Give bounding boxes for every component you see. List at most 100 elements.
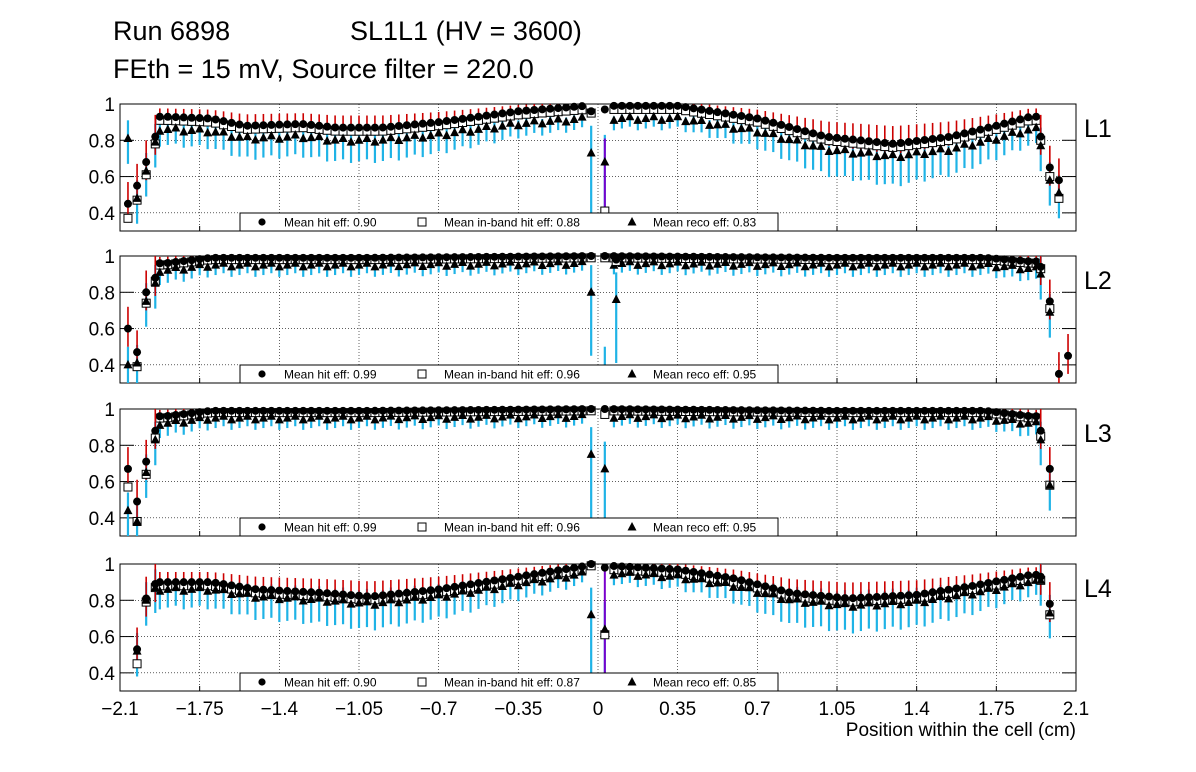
run-label: Run 6898	[113, 16, 231, 46]
y-tick-label: 0.8	[89, 436, 115, 457]
reco-point	[290, 411, 300, 420]
hit-point	[904, 406, 913, 415]
hit-point	[840, 253, 849, 262]
hit-point	[665, 565, 674, 574]
hit-point	[562, 565, 571, 574]
hit-point	[378, 591, 387, 600]
reco-point	[306, 260, 316, 269]
hit-point	[434, 406, 443, 415]
x-tick-label: 1.05	[819, 699, 856, 720]
reco-point	[458, 257, 468, 267]
x-tick-label: 1.75	[978, 699, 1015, 720]
hit-point	[600, 563, 609, 572]
reco-point	[586, 449, 596, 458]
hit-point	[617, 405, 626, 414]
hit-point	[123, 199, 132, 208]
hit-point	[952, 253, 961, 262]
reco-point	[792, 134, 802, 144]
reco-point	[928, 413, 938, 422]
reco-point	[952, 413, 961, 422]
hit-point	[1045, 297, 1054, 306]
reco-point	[586, 287, 596, 296]
reco-point	[258, 413, 268, 422]
hit-point	[745, 253, 754, 262]
hit-point	[729, 253, 738, 262]
hit-point	[721, 573, 730, 582]
reco-point	[920, 597, 930, 607]
reco-point	[705, 260, 715, 270]
hit-point	[434, 585, 443, 594]
hit-point	[394, 121, 403, 130]
hit-point	[936, 253, 945, 262]
reco-point	[529, 115, 539, 125]
y-tick-label: 0.6	[89, 628, 115, 649]
reco-point	[481, 121, 491, 130]
hit-point	[394, 253, 403, 262]
reco-point	[569, 114, 579, 124]
reco-point	[529, 409, 539, 419]
reco-point	[481, 410, 491, 419]
hit-point	[339, 406, 348, 415]
hit-point	[649, 101, 658, 110]
reco-point	[561, 413, 571, 422]
hit-point	[179, 257, 188, 266]
reco-point	[171, 122, 181, 132]
hit-point	[681, 566, 690, 575]
reco-point	[880, 260, 890, 269]
hit-point	[386, 406, 395, 415]
hit-point	[203, 578, 212, 587]
legend-reco-label: Mean reco eff: 0.95	[653, 521, 757, 535]
legend-hit-marker	[258, 370, 266, 378]
hit-point	[538, 105, 547, 114]
hit-point	[625, 562, 634, 571]
reco-point	[673, 257, 683, 266]
hit-point	[394, 406, 403, 415]
hit-point	[968, 406, 977, 415]
hit-point	[151, 426, 160, 435]
hit-point	[370, 123, 379, 132]
hit-point	[1016, 115, 1025, 124]
hit-point	[275, 120, 284, 129]
reco-point	[141, 467, 151, 476]
reco-point	[649, 409, 659, 419]
reco-point	[155, 420, 165, 429]
hit-point	[625, 405, 634, 414]
reco-point	[728, 414, 738, 423]
reco-point	[888, 596, 898, 606]
hit-point	[546, 252, 555, 261]
hit-point	[506, 405, 515, 414]
hit-point	[426, 118, 435, 127]
y-tick-label: 0.4	[89, 204, 116, 225]
reco-point	[235, 260, 244, 269]
reco-point	[975, 137, 985, 146]
reco-point	[410, 257, 420, 267]
y-tick-label: 1	[104, 555, 115, 576]
hit-point	[657, 564, 666, 573]
hit-point	[267, 406, 276, 415]
hit-point	[625, 252, 634, 261]
hit-point	[888, 406, 897, 415]
reco-point	[928, 146, 938, 156]
reco-point	[141, 595, 151, 604]
reco-point	[864, 147, 874, 156]
hit-point	[1016, 411, 1025, 420]
hit-point	[681, 252, 690, 261]
reco-point	[681, 116, 691, 126]
hit-point	[817, 591, 826, 600]
hit-point	[856, 136, 865, 145]
hit-point	[243, 253, 252, 262]
hit-point	[705, 252, 714, 261]
hit-point	[211, 406, 220, 415]
hit-point	[243, 406, 252, 415]
reco-point	[808, 597, 818, 606]
reco-point	[250, 261, 260, 271]
reco-point	[521, 411, 531, 421]
hit-point	[315, 253, 324, 262]
hit-point	[609, 405, 618, 414]
hit-point	[163, 258, 172, 267]
hit-point	[426, 406, 435, 415]
reco-point	[187, 262, 197, 271]
reco-point	[298, 133, 308, 143]
reco-point	[330, 260, 340, 269]
